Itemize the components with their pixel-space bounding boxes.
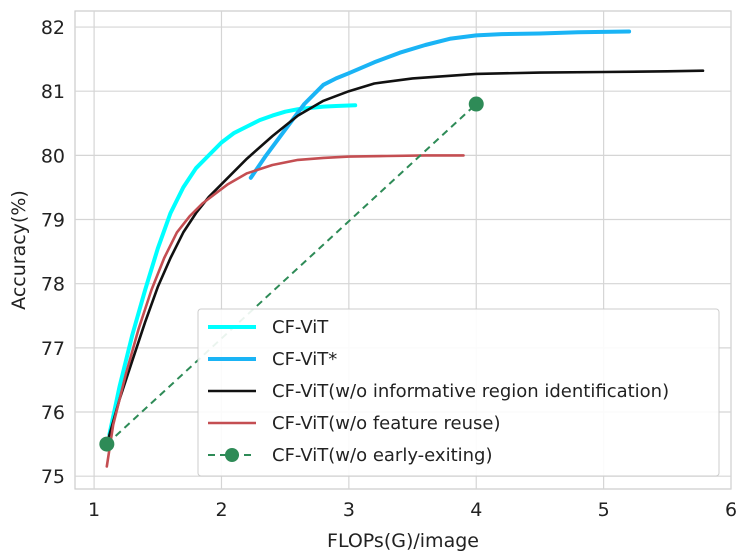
y-tick-label: 77: [41, 338, 65, 360]
x-tick-label: 4: [470, 499, 482, 521]
series-line: [105, 69, 705, 446]
legend-marker: [225, 448, 239, 462]
series-lines: [99, 29, 705, 468]
y-tick-label: 79: [41, 210, 65, 232]
series-line: [105, 154, 465, 468]
y-tick-label: 82: [41, 17, 65, 39]
y-axis-ticks: 75 76 77 78 79 80 81 82: [41, 17, 65, 488]
x-tick-label: 3: [343, 499, 355, 521]
x-tick-label: 6: [725, 499, 737, 521]
y-tick-label: 80: [41, 145, 65, 167]
data-point: [468, 96, 484, 112]
x-tick-label: 2: [215, 499, 227, 521]
legend-label: CF-ViT*: [272, 349, 337, 370]
legend-label: CF-ViT(w/o feature reuse): [272, 413, 501, 434]
legend-label: CF-ViT(w/o early-exiting): [272, 445, 492, 466]
legend: CF-ViT CF-ViT* CF-ViT(w/o informative regi…: [197, 308, 720, 477]
y-tick-label: 75: [41, 466, 65, 488]
legend-box: [197, 308, 720, 477]
x-axis-label: FLOPs(G)/image: [327, 530, 479, 552]
x-tick-label: 1: [88, 499, 100, 521]
y-axis-label: Accuracy(%): [8, 190, 30, 310]
y-tick-label: 81: [41, 81, 65, 103]
y-tick-label: 78: [41, 274, 65, 296]
x-tick-label: 5: [598, 499, 610, 521]
data-point: [99, 436, 115, 452]
legend-label: CF-ViT: [272, 317, 329, 338]
y-tick-label: 76: [41, 402, 65, 424]
legend-label: CF-ViT(w/o informative region identifica…: [272, 381, 669, 402]
x-axis-ticks: 1 2 3 4 5 6: [88, 499, 737, 521]
